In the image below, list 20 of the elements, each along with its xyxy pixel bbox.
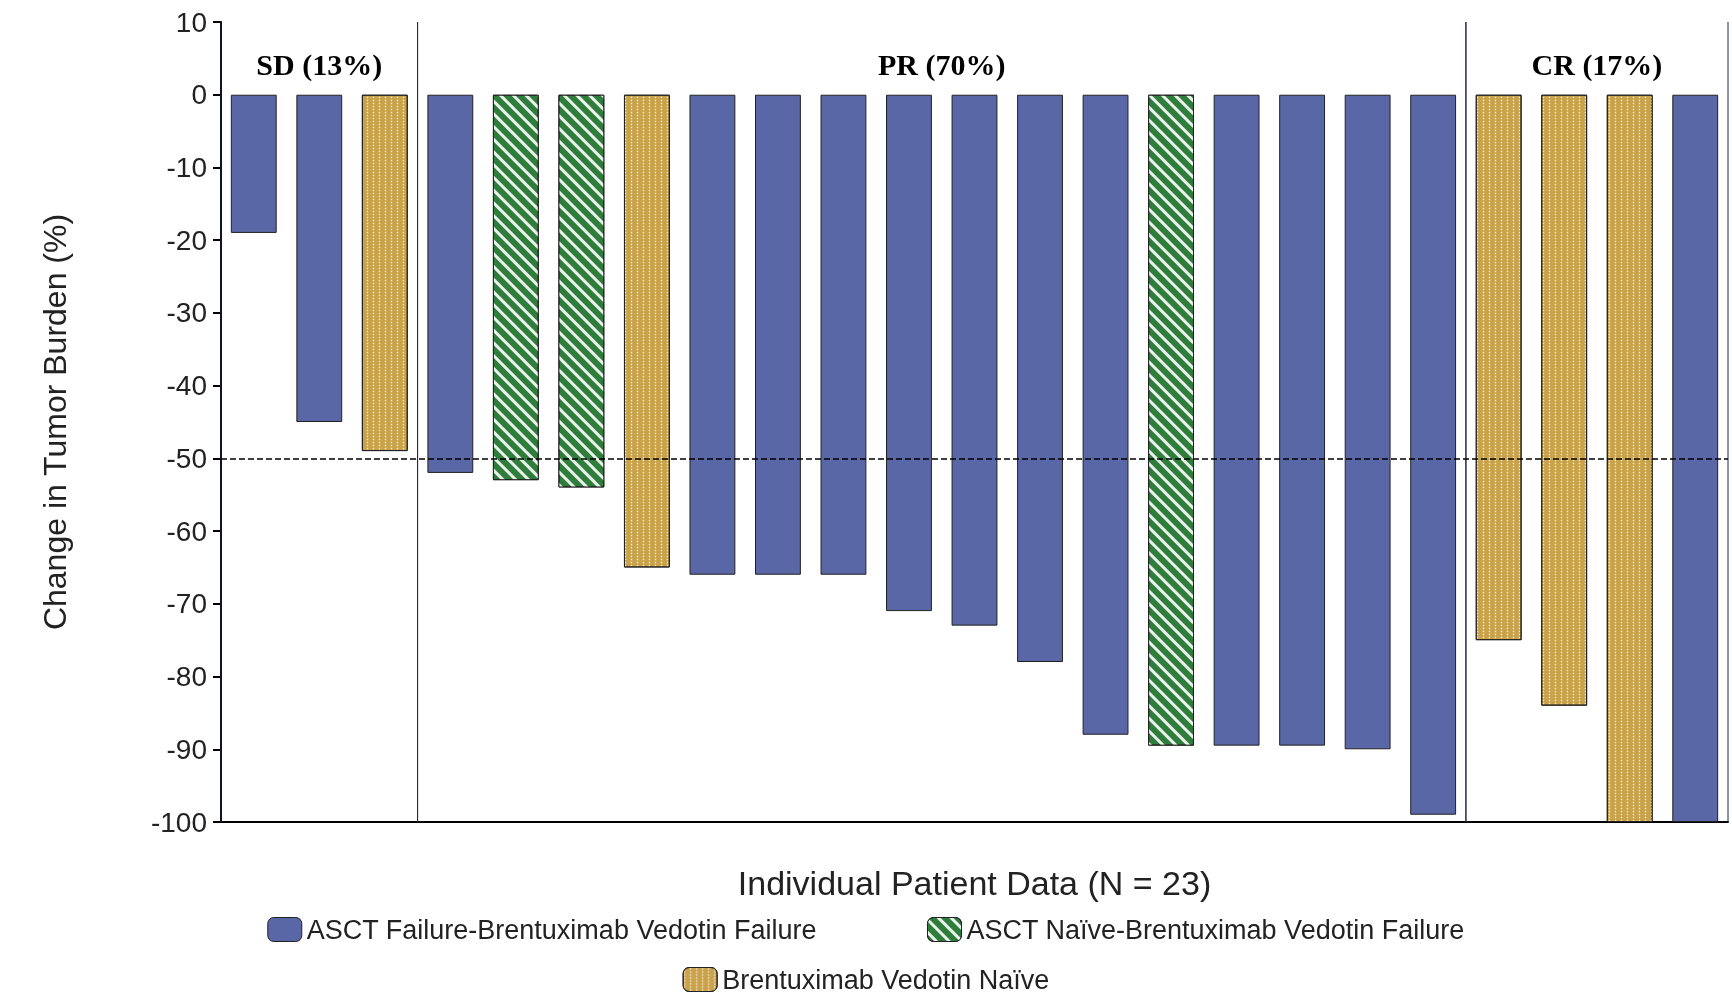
y-tick-label: -60 (166, 515, 207, 547)
y-tick-label: -20 (166, 224, 207, 256)
annotation: SD (13%) (256, 47, 383, 82)
legend-label: ASCT Failure-Brentuximab Vedotin Failure (306, 914, 817, 945)
y-tick-label: -80 (166, 661, 207, 693)
y-tick-label: -100 (150, 806, 207, 838)
annotation: PR (70%) (878, 47, 1006, 82)
x-axis-title: Individual Patient Data (N = 23) (737, 864, 1212, 902)
y-tick-label: -30 (166, 297, 207, 329)
y-tick-label: -90 (166, 733, 207, 765)
y-tick-label: -50 (166, 442, 207, 474)
y-tick-label: -40 (166, 370, 207, 402)
y-tick-label: 0 (191, 79, 207, 111)
legend-label: ASCT Naïve-Brentuximab Vedotin Failure (966, 914, 1465, 945)
legend-label: Brentuximab Vedotin Naïve (722, 964, 1050, 995)
y-axis-title: Change in Tumor Burden (%) (37, 213, 73, 631)
y-tick-label: 10 (175, 6, 207, 38)
y-tick-label: -70 (166, 588, 207, 620)
annotation: CR (17%) (1531, 47, 1663, 82)
y-tick-label: -10 (166, 151, 207, 183)
